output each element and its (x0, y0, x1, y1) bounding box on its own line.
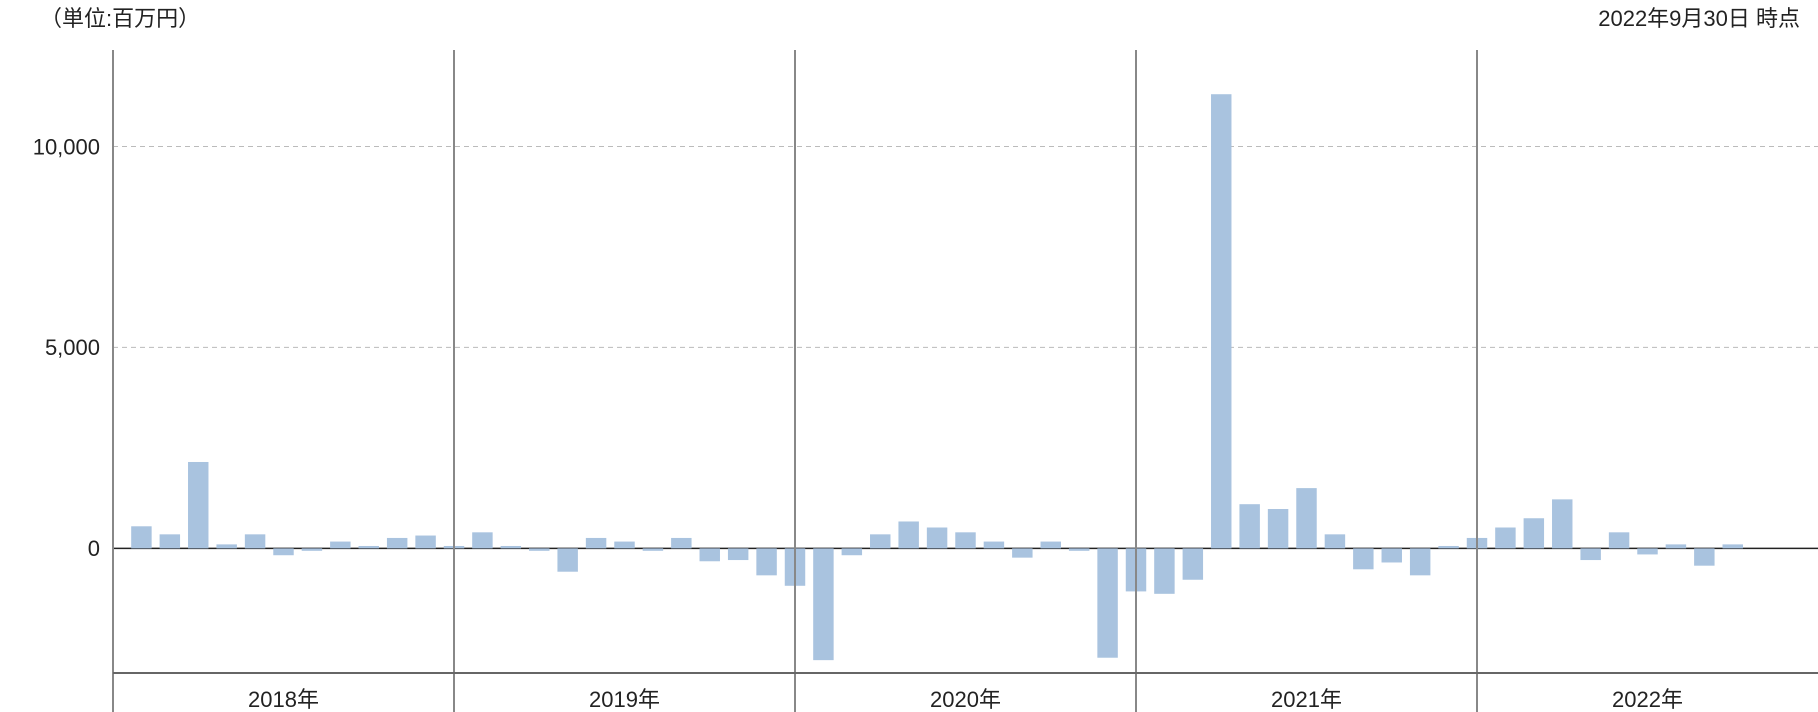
bar (188, 461, 209, 549)
bar (813, 548, 834, 661)
bar (1012, 548, 1033, 558)
bar (955, 532, 976, 549)
x-group-label: 2021年 (1271, 687, 1342, 712)
y-tick-label: 0 (88, 536, 100, 561)
bar (671, 537, 692, 549)
x-group-label: 2019年 (589, 687, 660, 712)
bar (1182, 548, 1204, 580)
bar (1722, 544, 1743, 549)
bar (1438, 545, 1459, 549)
bar (1040, 541, 1061, 549)
bar (216, 544, 237, 549)
bar (1239, 504, 1260, 549)
unit-note: （単位:百万円） (40, 6, 200, 31)
bar (699, 548, 720, 562)
bar (841, 548, 863, 556)
bar (1523, 518, 1545, 549)
bar (472, 532, 493, 549)
y-tick-label: 10,000 (33, 134, 100, 159)
bar (1637, 548, 1658, 555)
as-of-date: 2022年9月30日 時点 (1598, 6, 1800, 31)
bar (415, 535, 436, 549)
x-group-label: 2018年 (248, 687, 319, 712)
bar (1409, 548, 1431, 576)
bar (926, 527, 948, 549)
bar (983, 541, 1005, 549)
x-group-label: 2020年 (930, 687, 1001, 712)
bar (1154, 548, 1175, 594)
bar (1665, 544, 1687, 549)
bar (1211, 94, 1232, 549)
bar (1267, 509, 1289, 549)
bar (1353, 548, 1374, 570)
bar (358, 545, 379, 549)
bar (642, 548, 664, 551)
bar (1324, 534, 1346, 549)
bar (756, 548, 777, 576)
bar (614, 541, 635, 549)
bar (557, 548, 578, 572)
x-group-label: 2022年 (1612, 687, 1683, 712)
bar (1495, 527, 1516, 549)
bar (159, 534, 181, 549)
bar (1694, 548, 1715, 566)
bar (870, 534, 891, 549)
bar (330, 541, 351, 549)
bar (1068, 548, 1090, 551)
bar (1097, 548, 1118, 658)
bar (529, 548, 550, 551)
bar (898, 521, 919, 549)
bar (386, 537, 408, 549)
bar (1296, 488, 1317, 549)
bar (273, 548, 294, 556)
bar (1552, 499, 1573, 549)
bar (1608, 532, 1630, 549)
bar (244, 534, 266, 549)
bar (727, 548, 749, 561)
bar (585, 537, 607, 549)
bar (1381, 548, 1402, 563)
bar (500, 545, 522, 549)
bar (131, 526, 152, 549)
bar (1580, 548, 1601, 561)
bar (301, 548, 323, 551)
y-tick-label: 5,000 (45, 335, 100, 360)
